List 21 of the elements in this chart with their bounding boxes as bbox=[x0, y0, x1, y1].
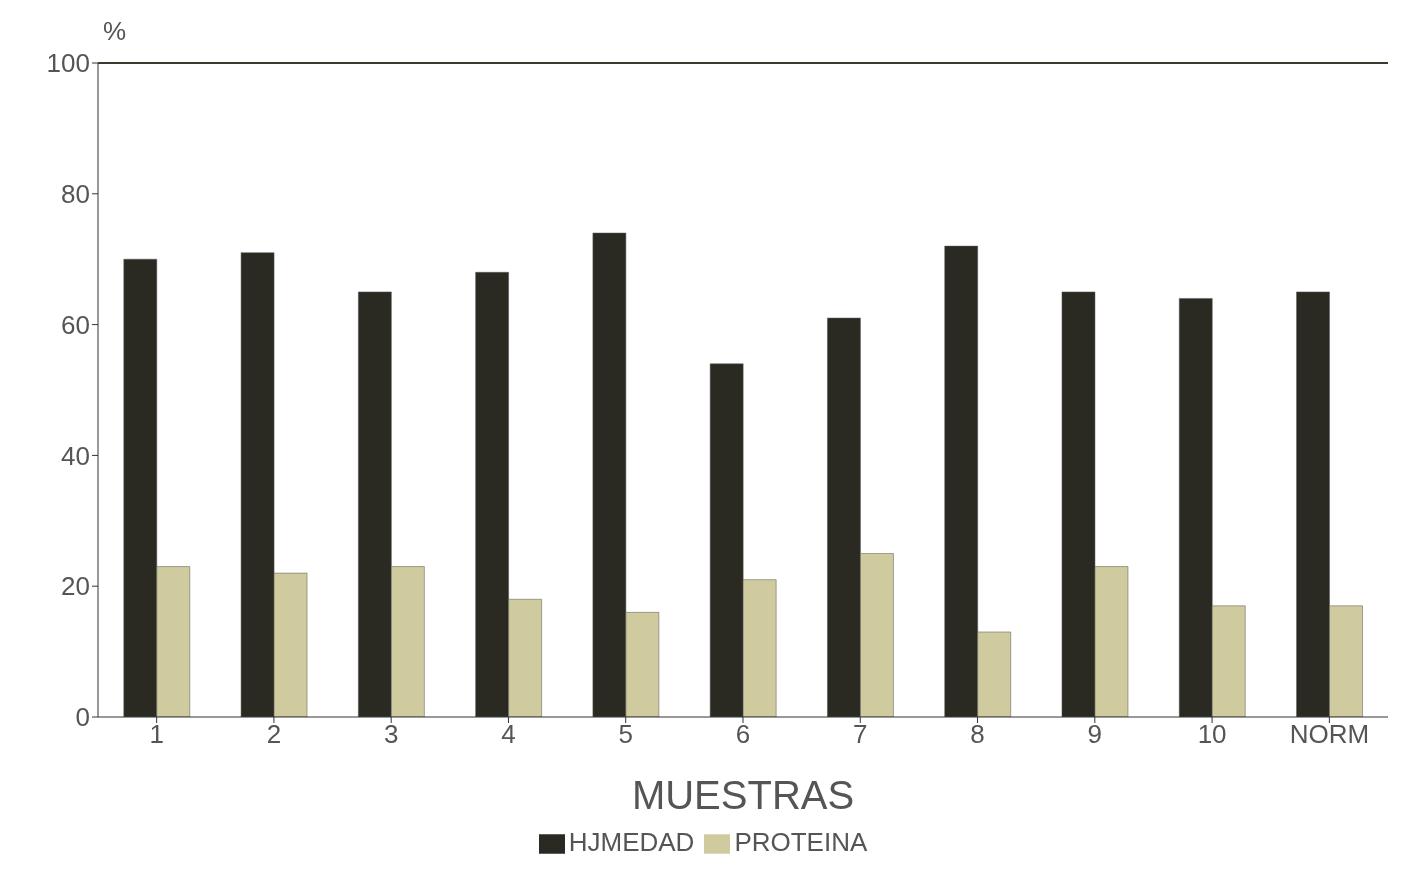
x-tick-label: 3 bbox=[383, 719, 399, 750]
y-tick-label: 40 bbox=[61, 440, 90, 471]
y-tick-label: 0 bbox=[75, 702, 90, 733]
x-tick-label: 7 bbox=[853, 719, 868, 750]
x-tick-label: 10 bbox=[1197, 719, 1227, 750]
x-tick-label: 6 bbox=[735, 719, 751, 750]
x-tick-label: 1 bbox=[149, 719, 164, 750]
x-tick-label: 5 bbox=[618, 719, 633, 750]
x-tick-label: 4 bbox=[501, 719, 516, 750]
x-tick-label: 2 bbox=[266, 719, 282, 750]
y-tick-label: 60 bbox=[61, 309, 90, 340]
y-tick-label: 80 bbox=[61, 179, 90, 210]
legend-label: PROTEINA bbox=[734, 827, 868, 857]
x-tick-label: 9 bbox=[1087, 719, 1103, 750]
legend-label: HJMEDAD bbox=[568, 827, 695, 857]
x-tick-label: NORM bbox=[1289, 719, 1370, 750]
x-axis-title: MUESTRAS bbox=[631, 773, 855, 817]
y-tick-label: 100 bbox=[46, 48, 90, 79]
x-tick-label: 8 bbox=[970, 719, 985, 750]
y-tick-label: 20 bbox=[61, 571, 90, 602]
y-axis-title: % bbox=[103, 16, 127, 47]
